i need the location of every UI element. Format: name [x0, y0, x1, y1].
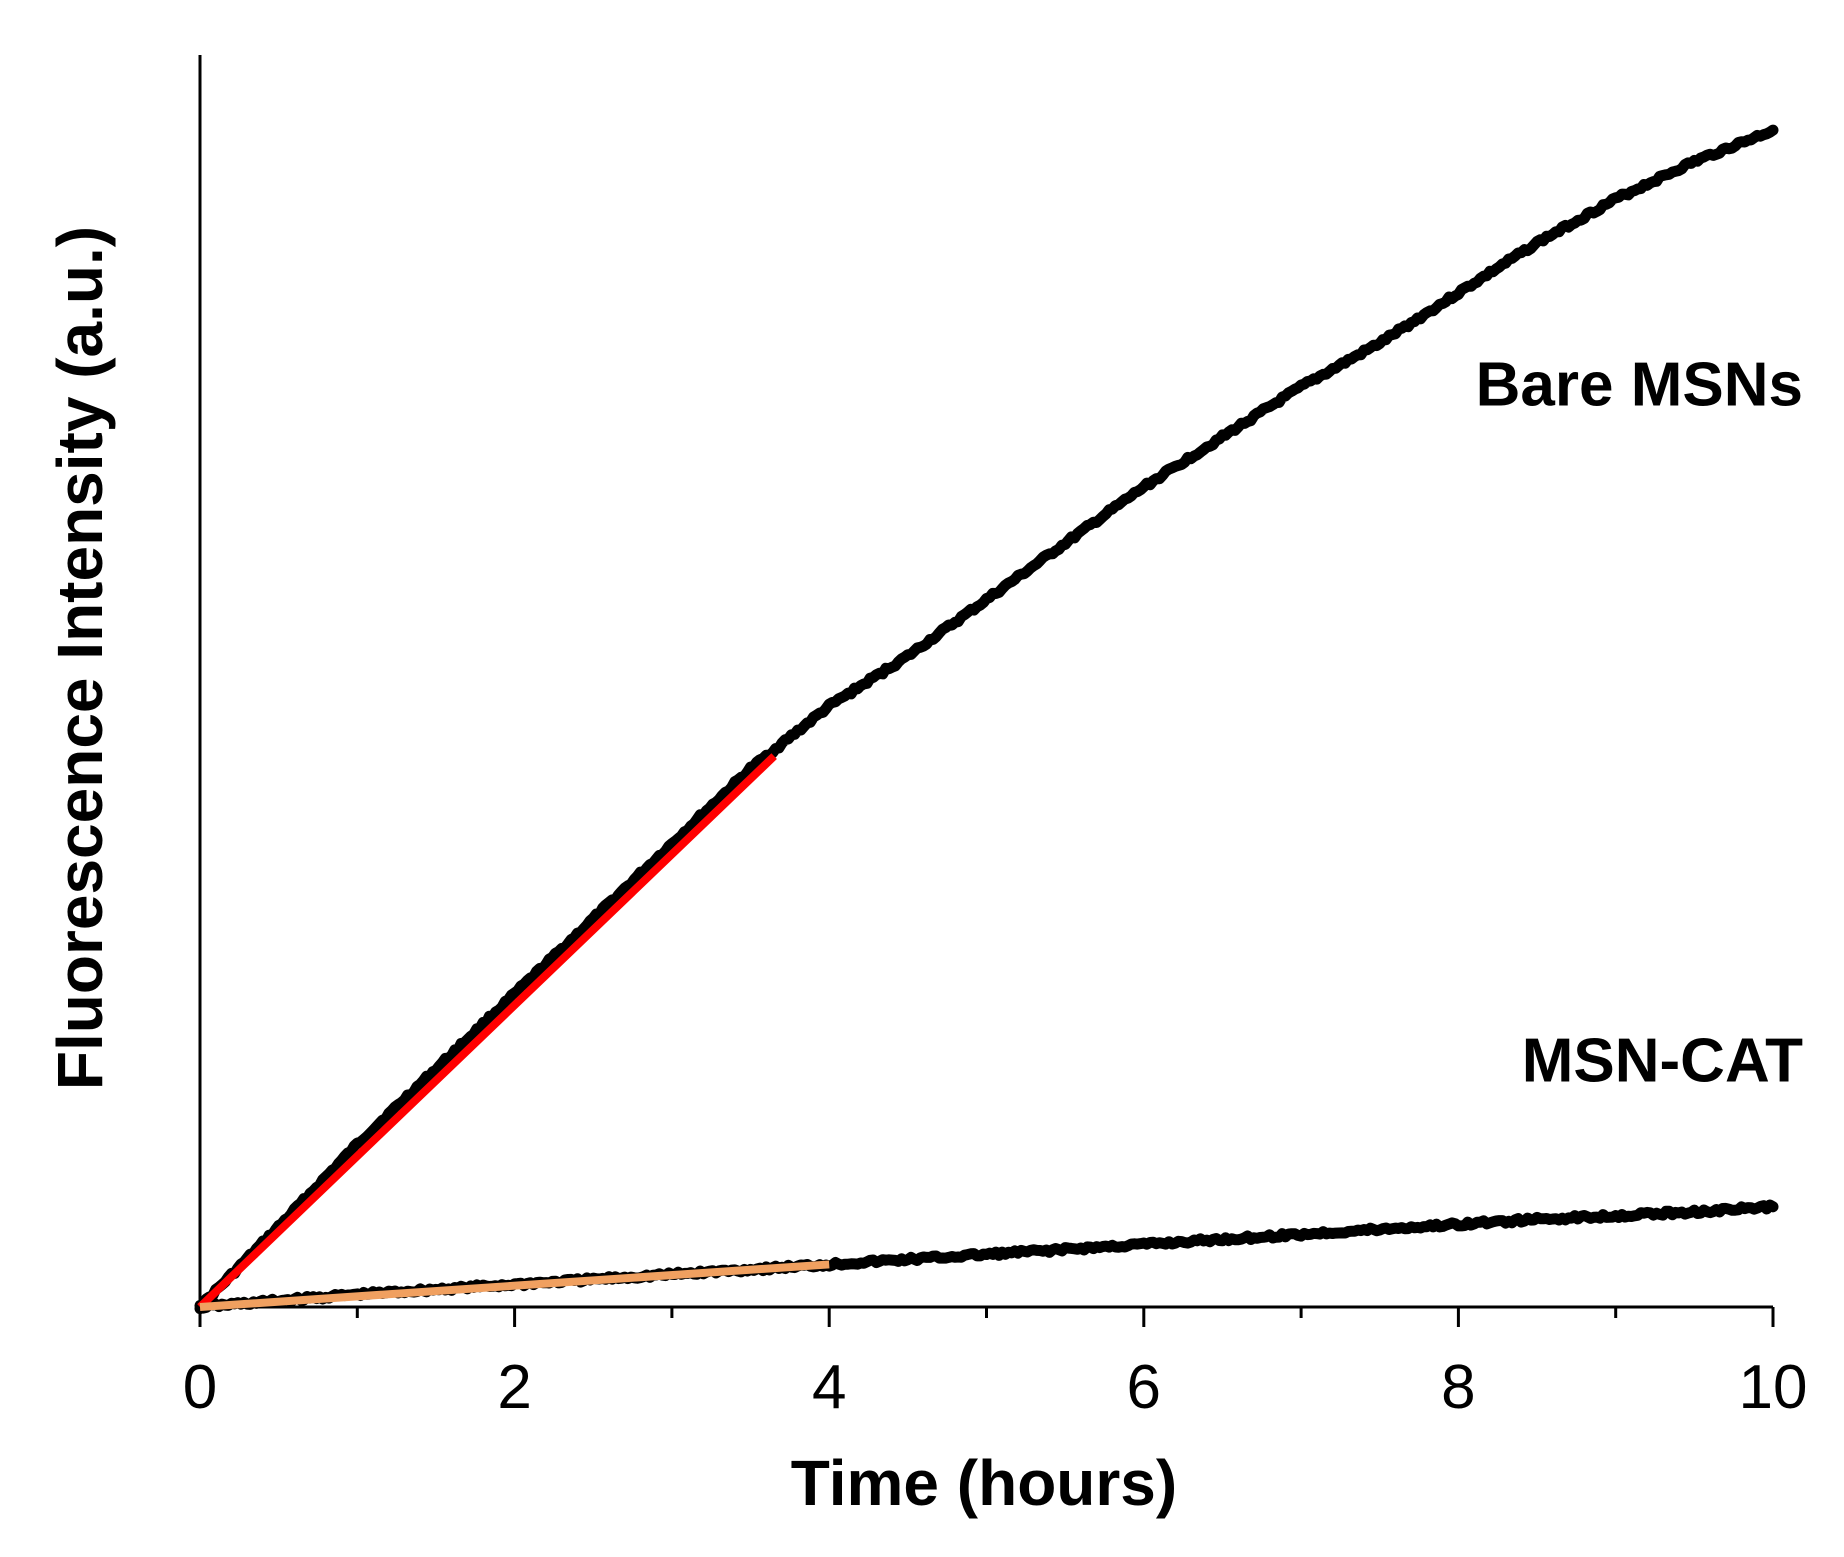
annotation-1: Bare MSNs: [1476, 351, 1803, 420]
annotations: Bare MSNs MSN-CAT: [1476, 351, 1803, 1096]
x-tick-label: 2: [497, 1353, 531, 1422]
x-tick-label: 4: [812, 1353, 846, 1422]
x-tick-labels: 0 2 4 6 8 10: [183, 1353, 1808, 1422]
x-tick-label: 8: [1441, 1353, 1475, 1422]
fit-layer: [197, 753, 830, 1311]
x-tick-label: 10: [1739, 1353, 1808, 1422]
axes: [198, 55, 1775, 1327]
y-axis-title: Fluorescence Intensity (a.u.): [44, 226, 116, 1090]
x-tick-label: 0: [183, 1353, 217, 1422]
annotation-2: MSN-CAT: [1522, 1027, 1803, 1096]
series-layer: [194, 124, 1779, 1315]
series-line-1: [194, 124, 1779, 1315]
x-tick-label: 6: [1127, 1353, 1161, 1422]
fit-line-2: [199, 1260, 830, 1311]
x-axis-title: Time (hours): [791, 1447, 1177, 1519]
fit-line-1: [197, 753, 777, 1310]
